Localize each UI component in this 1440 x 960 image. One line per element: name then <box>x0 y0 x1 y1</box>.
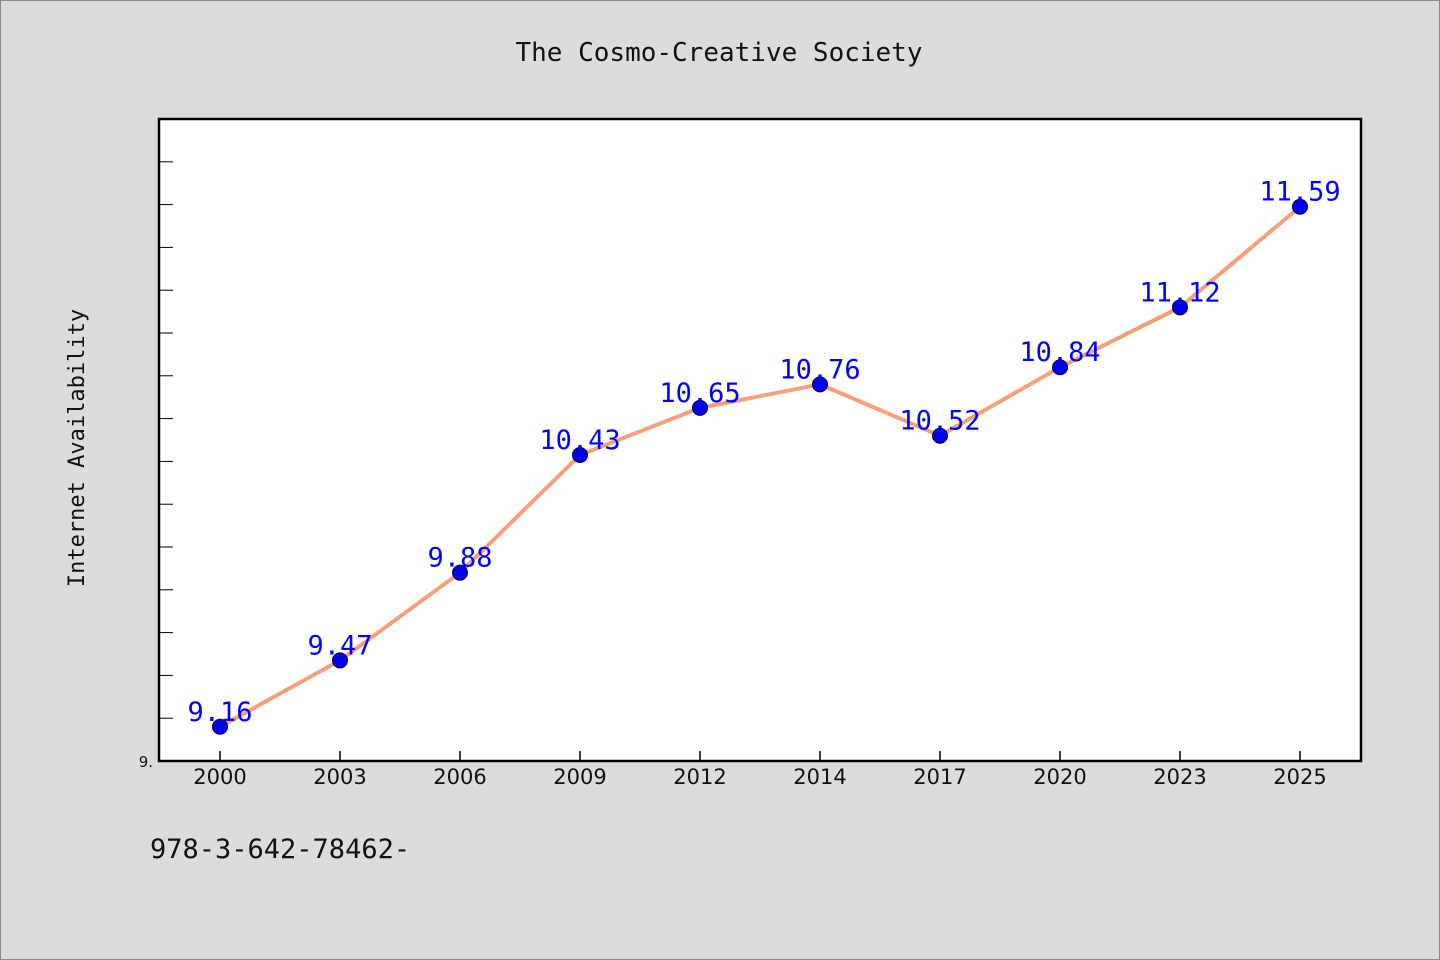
data-label-2017: 10.52 <box>899 406 980 437</box>
data-point-2009 <box>572 446 588 463</box>
data-point-2017 <box>932 427 948 444</box>
data-point-2006 <box>452 564 468 581</box>
x-tick-label-2000: 2000 <box>193 765 246 789</box>
chart-title: The Cosmo-Creative Society <box>516 38 923 68</box>
x-tick-label-2006: 2006 <box>433 765 486 789</box>
plot-area <box>157 117 1363 763</box>
data-label-2000: 9.16 <box>187 697 252 728</box>
data-point-2020 <box>1052 359 1068 376</box>
x-tick-label-2025: 2025 <box>1273 765 1326 789</box>
data-point-2014 <box>812 376 828 393</box>
data-label-2003: 9.47 <box>307 630 372 661</box>
y-tick-label-0: 9. <box>139 753 153 771</box>
data-point-2000 <box>212 718 228 735</box>
series-line-0 <box>218 204 1302 729</box>
x-tick-label-2020: 2020 <box>1033 765 1086 789</box>
x-tick-label-2003: 2003 <box>313 765 366 789</box>
x-tick-label-2014: 2014 <box>793 765 846 789</box>
data-point-2023 <box>1172 299 1188 316</box>
data-label-2020: 10.84 <box>1019 337 1100 368</box>
data-label-2009: 10.43 <box>539 425 620 456</box>
x-tick-label-2023: 2023 <box>1153 765 1206 789</box>
footer-code: 978-3-642-78462- <box>150 834 411 865</box>
data-point-2012 <box>692 399 708 416</box>
data-label-2012: 10.65 <box>659 378 740 409</box>
data-point-2025 <box>1292 198 1308 215</box>
data-label-2025: 11.59 <box>1259 177 1340 208</box>
data-label-2014: 10.76 <box>779 354 860 385</box>
x-tick-label-2017: 2017 <box>913 765 966 789</box>
data-point-2003 <box>332 652 348 669</box>
data-label-2023: 11.12 <box>1139 277 1220 308</box>
data-label-2006: 9.88 <box>427 543 492 574</box>
y-axis-label: Internet Availability <box>65 309 90 587</box>
x-tick-label-2012: 2012 <box>673 765 726 789</box>
x-tick-label-2009: 2009 <box>553 765 606 789</box>
